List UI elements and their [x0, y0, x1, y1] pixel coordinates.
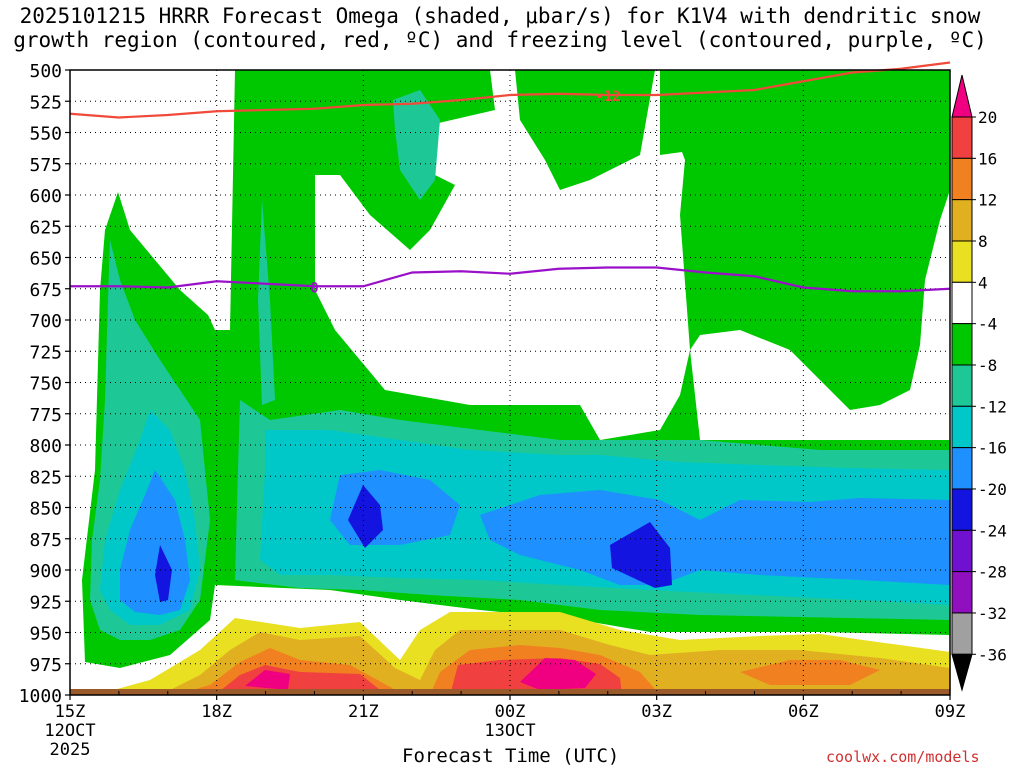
credit-link[interactable]: coolwx.com/models	[826, 748, 980, 766]
omega-shading	[70, 70, 950, 695]
colorbar-label: -12	[978, 397, 1007, 416]
y-tick-label: 875	[29, 530, 62, 551]
colorbar-label: -20	[978, 480, 1007, 499]
colorbar-label: -28	[978, 563, 1007, 582]
x-tick-label: 15Z	[55, 702, 86, 722]
x-tick-label: 09Z	[935, 702, 966, 722]
contour--12	[69, 61, 951, 119]
y-tick-label: 975	[29, 655, 62, 676]
grid	[70, 70, 950, 695]
y-axis: 500 525 550 575 600 625 650 675 700 725 750 775 800 8…	[19, 61, 70, 707]
colorbar-segment	[951, 116, 973, 159]
colorbar-label: -36	[978, 645, 1007, 664]
y-tick-label: 900	[29, 561, 62, 582]
surface-strip	[70, 689, 950, 695]
y-tick-label: 625	[29, 217, 62, 238]
x-tick-label: 03Z	[641, 702, 672, 722]
y-tick-label: 950	[29, 624, 62, 645]
y-tick-label: 725	[29, 342, 62, 363]
omega-region-red	[215, 658, 622, 695]
colorbar-label: 16	[978, 149, 997, 168]
colorbar-label: -8	[978, 356, 997, 375]
y-tick-label: 550	[29, 124, 62, 145]
colorbar-label: -32	[978, 604, 1007, 623]
colorbar-segment	[951, 323, 973, 366]
y-tick-label: 600	[29, 186, 62, 207]
title-line-1: 2025101215 HRRR Forecast Omega (shaded, …	[19, 4, 981, 28]
x-tick-label: 21Z	[348, 702, 379, 722]
y-tick-label: 675	[29, 280, 62, 301]
y-tick-label: 700	[29, 311, 62, 332]
colorbar-segment	[951, 199, 973, 242]
omega-region-blue	[120, 470, 950, 615]
x-tick-date: 13OCT	[484, 721, 535, 741]
x-tick-label: 00Z	[495, 702, 526, 722]
colorbar-segment	[951, 612, 973, 655]
y-tick-label: 525	[29, 92, 62, 113]
colorbar-segment	[951, 240, 973, 283]
colorbar-segment	[951, 529, 973, 573]
x-tick-date: 12OCT	[44, 721, 95, 741]
y-tick-label: 925	[29, 592, 62, 613]
colorbar-top-arrow	[951, 74, 973, 118]
colorbar-label: 8	[978, 232, 988, 251]
colorbar-segment	[951, 571, 973, 614]
contour-label: 0	[310, 280, 318, 296]
colorbar-label: 12	[978, 191, 997, 210]
colorbar-label: 20	[978, 108, 997, 127]
y-tick-label: 850	[29, 499, 62, 520]
contour-lines: -12 0	[69, 61, 951, 296]
y-tick-label: 825	[29, 467, 62, 488]
colorbar-label: -24	[978, 521, 1007, 540]
x-tick-label: 06Z	[788, 702, 819, 722]
x-tick-label: 18Z	[201, 702, 232, 722]
contour-0	[70, 266, 951, 293]
x-axis-label: Forecast Time (UTC)	[402, 745, 620, 767]
colorbar-segment	[951, 281, 973, 325]
colorbar-bottom-arrow	[951, 653, 973, 692]
y-tick-label: 575	[29, 155, 62, 176]
contour-label: -12	[595, 89, 620, 105]
y-tick-label: 650	[29, 249, 62, 270]
y-tick-label: 1000	[19, 686, 62, 707]
colorbar-label: -16	[978, 439, 1007, 458]
colorbar-segment	[951, 447, 973, 490]
title-line-2: growth region (contoured, red, ºC) and f…	[13, 28, 987, 52]
chart-title: 2025101215 HRRR Forecast Omega (shaded, …	[0, 4, 1000, 52]
colorbar-segment	[951, 364, 973, 407]
colorbar-segment	[951, 488, 973, 531]
colorbar-segment	[951, 405, 973, 449]
y-tick-label: 750	[29, 374, 62, 395]
y-tick-label: 775	[29, 405, 62, 426]
colorbar-segment	[951, 157, 973, 201]
y-tick-label: 800	[29, 436, 62, 457]
y-tick-label: 500	[29, 61, 62, 82]
colorbar: 20 16 12 8 4 -4 -8 -12 -16 -20 -24 -28 -32 -36	[951, 74, 1007, 692]
colorbar-label: -4	[978, 315, 997, 334]
omega-region-magenta	[245, 658, 596, 690]
x-tick-year: 2025	[50, 740, 91, 760]
colorbar-label: 4	[978, 273, 988, 292]
